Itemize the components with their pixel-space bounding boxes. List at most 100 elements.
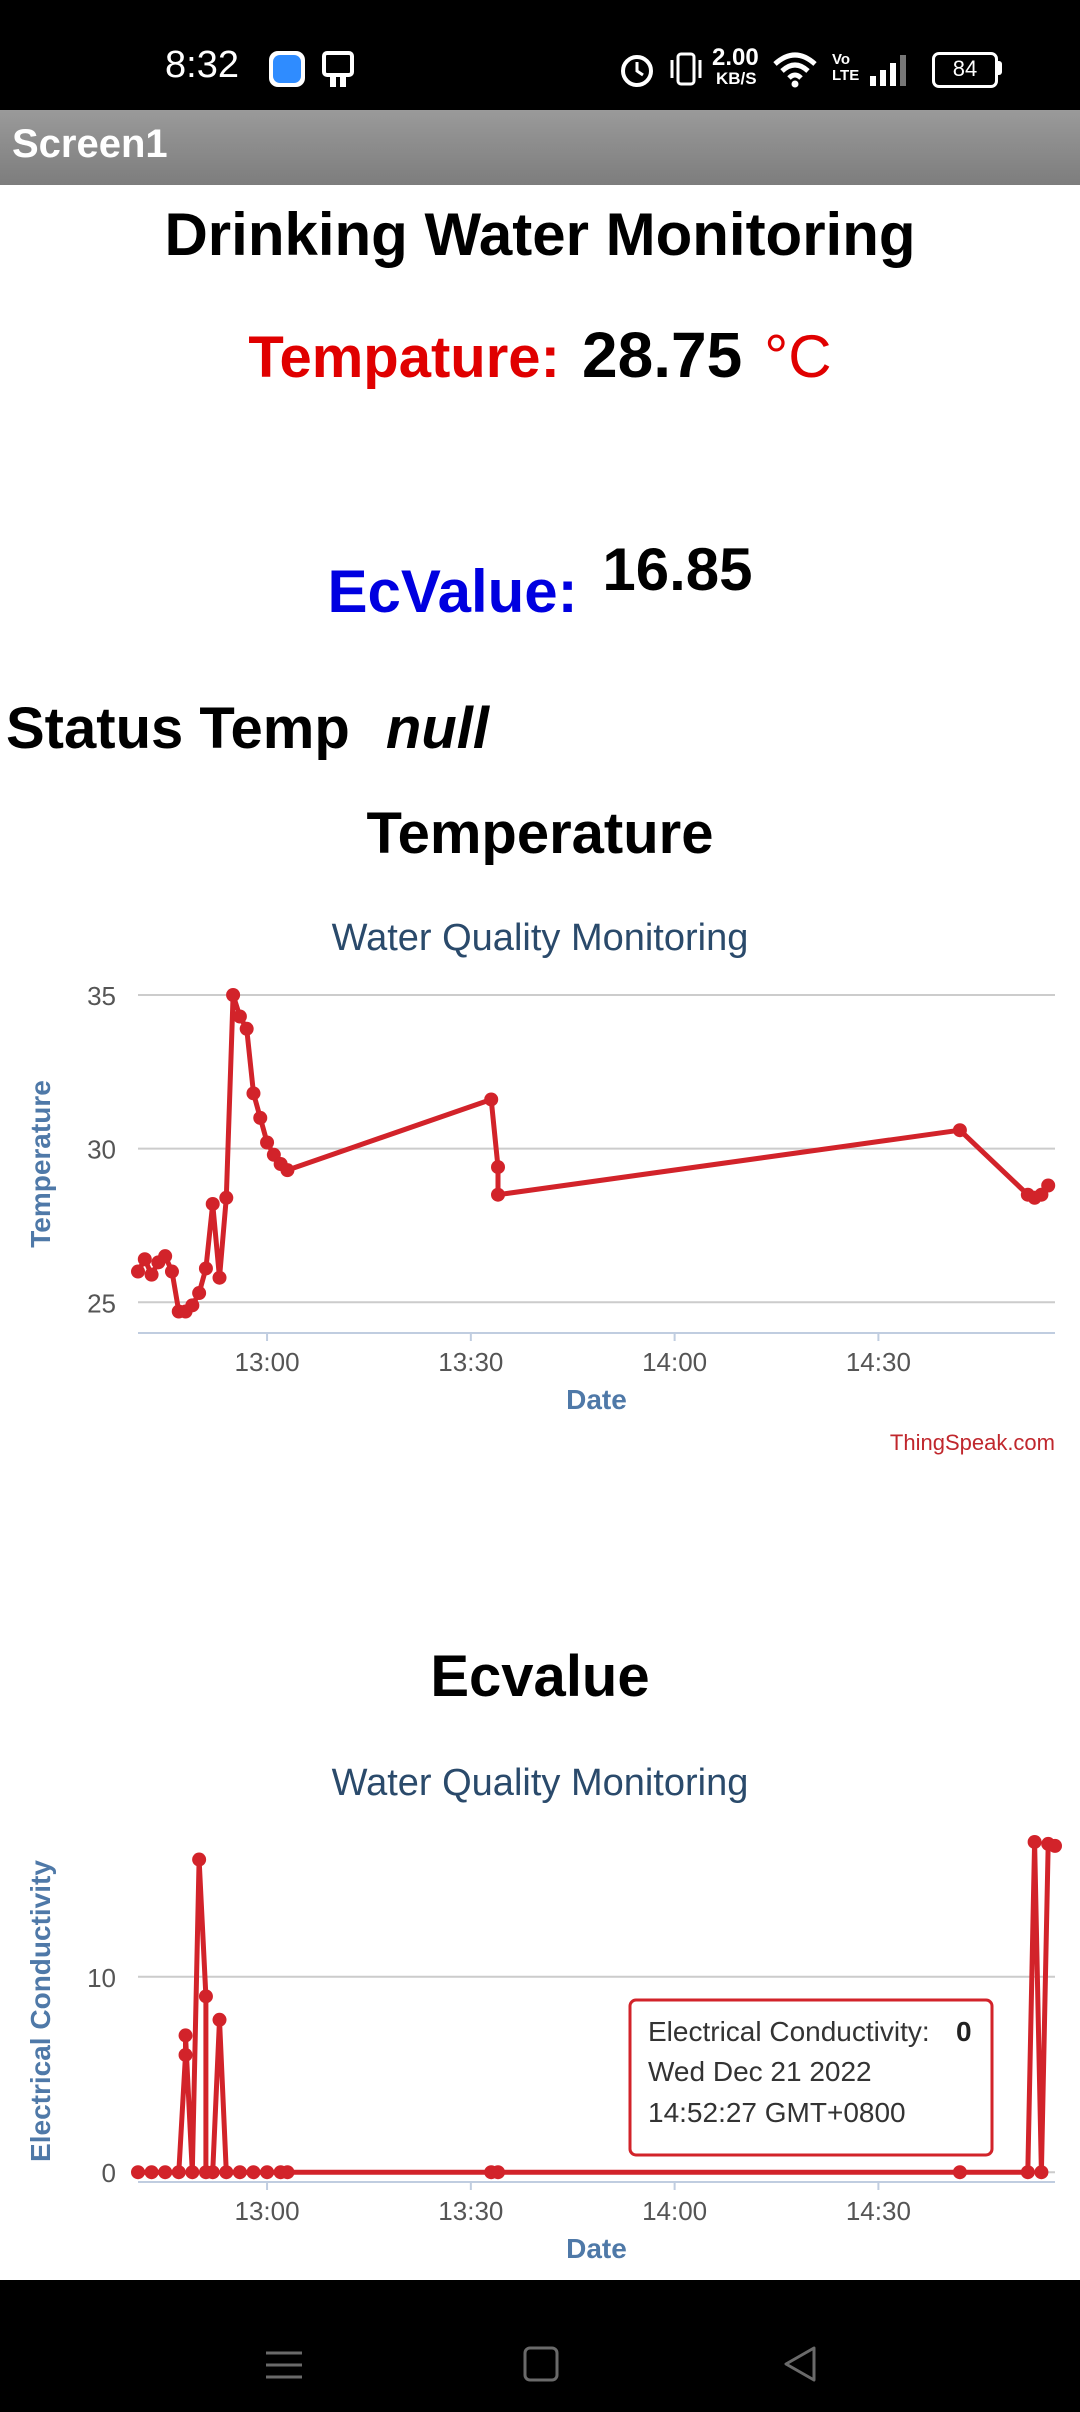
data-point (491, 1160, 506, 1175)
y-tick-label: 10 (87, 1963, 116, 1993)
ec-section-heading: Ecvalue (430, 1644, 650, 1709)
data-point (246, 1086, 261, 1101)
temperature-label: Tempature: (248, 325, 560, 390)
data-point (205, 2165, 220, 2180)
wifi-icon (773, 52, 817, 88)
y-tick-label: 30 (87, 1135, 116, 1165)
status-temp: Status Temp null (6, 695, 489, 762)
battery-tip (997, 61, 1002, 75)
data-point (232, 1009, 247, 1024)
data-point (185, 1298, 200, 1313)
back-triangle-icon[interactable] (780, 2344, 820, 2384)
data-point (219, 1190, 234, 1205)
y-tick-label: 25 (87, 1288, 116, 1318)
home-square-icon[interactable] (522, 2345, 560, 2383)
ec-chart[interactable]: Water Quality Monitoring 0 10 13:00 13:30 14:… (0, 1745, 1080, 2280)
data-point (1020, 2165, 1035, 2180)
net-speed-unit: KB/S (716, 69, 757, 88)
status-temp-value: null (385, 696, 489, 761)
data-point (219, 2165, 234, 2180)
x-tick-label: 14:30 (846, 2196, 911, 2226)
data-point (260, 2165, 275, 2180)
clock: 8:32 (165, 44, 239, 86)
app-title-bar: Screen1 (0, 110, 1080, 185)
data-point (192, 1852, 207, 1867)
alarm-icon (621, 55, 653, 87)
data-point (212, 2012, 227, 2027)
x-tick-label: 13:00 (235, 1347, 300, 1377)
signal-icon (870, 55, 906, 86)
temperature-unit: °C (764, 323, 832, 390)
x-tick-label: 13:30 (438, 1347, 503, 1377)
battery-icon (932, 52, 998, 88)
x-axis-label: Date (566, 2233, 627, 2264)
tooltip-label: Electrical Conductivity: (648, 2016, 930, 2047)
x-tick-label: 14:00 (642, 2196, 707, 2226)
temperature-reading: Tempature: 28.75 °C (0, 318, 1080, 392)
ec-label: EcValue: (327, 558, 578, 625)
ec-reading: EcValue: 16.85 (0, 535, 1080, 626)
data-point (280, 2165, 295, 2180)
y-tick-label: 0 (102, 2158, 116, 2188)
data-point (137, 1252, 152, 1267)
data-point (1041, 1178, 1056, 1193)
chart-title: Water Quality Monitoring (332, 1762, 749, 1804)
y-axis-label: Electrical Conductivity (25, 1860, 56, 2162)
data-point (158, 1249, 173, 1264)
vibrate-icon (670, 52, 702, 86)
navigation-bar (0, 2280, 1080, 2412)
tooltip-box (628, 1998, 994, 2157)
data-point (1027, 1834, 1042, 1849)
data-point (491, 1187, 506, 1202)
data-point (239, 1021, 254, 1036)
data-point (952, 2165, 967, 2180)
status-temp-label: Status Temp (6, 696, 350, 761)
data-point (144, 1267, 159, 1282)
volte-icon: Vo LTE (832, 51, 860, 84)
data-point (131, 1264, 145, 1279)
data-point (178, 2028, 193, 2043)
data-point (212, 1270, 227, 1285)
tooltip-value: 0 (956, 2016, 972, 2047)
data-point (178, 2047, 193, 2062)
x-tick-label: 14:00 (642, 1347, 707, 1377)
data-point (164, 1264, 179, 1279)
chart-title: Water Quality Monitoring (332, 917, 749, 959)
data-point (198, 1989, 213, 2004)
data-point (131, 2165, 145, 2180)
tooltip-date: Wed Dec 21 2022 (648, 2056, 872, 2087)
data-point (484, 1092, 499, 1107)
status-bar: 8:32 2.00 KB/S Vo LTE 84 (0, 0, 1080, 110)
data-point (192, 1286, 207, 1301)
data-point (260, 1135, 275, 1150)
data-point (1048, 1838, 1062, 1853)
data-point (144, 2165, 159, 2180)
x-tick-label: 14:30 (846, 1347, 911, 1377)
ec-value: 16.85 (602, 536, 753, 603)
temperature-value: 28.75 (582, 319, 743, 391)
tablet-icon (322, 51, 354, 87)
menu-icon[interactable] (264, 2345, 304, 2385)
data-point (171, 2165, 186, 2180)
temperature-section-heading: Temperature (366, 801, 714, 866)
y-tick-label: 35 (87, 981, 116, 1011)
data-point (205, 1196, 220, 1211)
data-point (232, 2165, 247, 2180)
tooltip-time: 14:52:27 GMT+0800 (648, 2097, 906, 2128)
x-tick-label: 13:30 (438, 2196, 503, 2226)
data-point (185, 2165, 200, 2180)
temperature-chart[interactable]: Water Quality Monitoring 25 30 35 13:00 13:30… (0, 900, 1080, 1470)
app-heading: Drinking Water Monitoring (164, 201, 916, 268)
data-point (246, 2165, 261, 2180)
y-axis-label: Temperature (25, 1080, 56, 1248)
data-point (198, 1261, 213, 1276)
data-point (952, 1123, 967, 1138)
x-tick-label: 13:00 (235, 2196, 300, 2226)
chart-tooltip: Electrical Conductivity: 0 Wed Dec 21 2022… (628, 1998, 994, 2157)
battery-level: 84 (952, 56, 978, 81)
data-point (491, 2165, 506, 2180)
app-shortcut-icon (269, 51, 305, 87)
screen-title: Screen1 (12, 122, 168, 166)
thingspeak-credit: ThingSpeak.com (890, 1430, 1055, 1455)
net-speed-value: 2.00 (712, 44, 759, 71)
